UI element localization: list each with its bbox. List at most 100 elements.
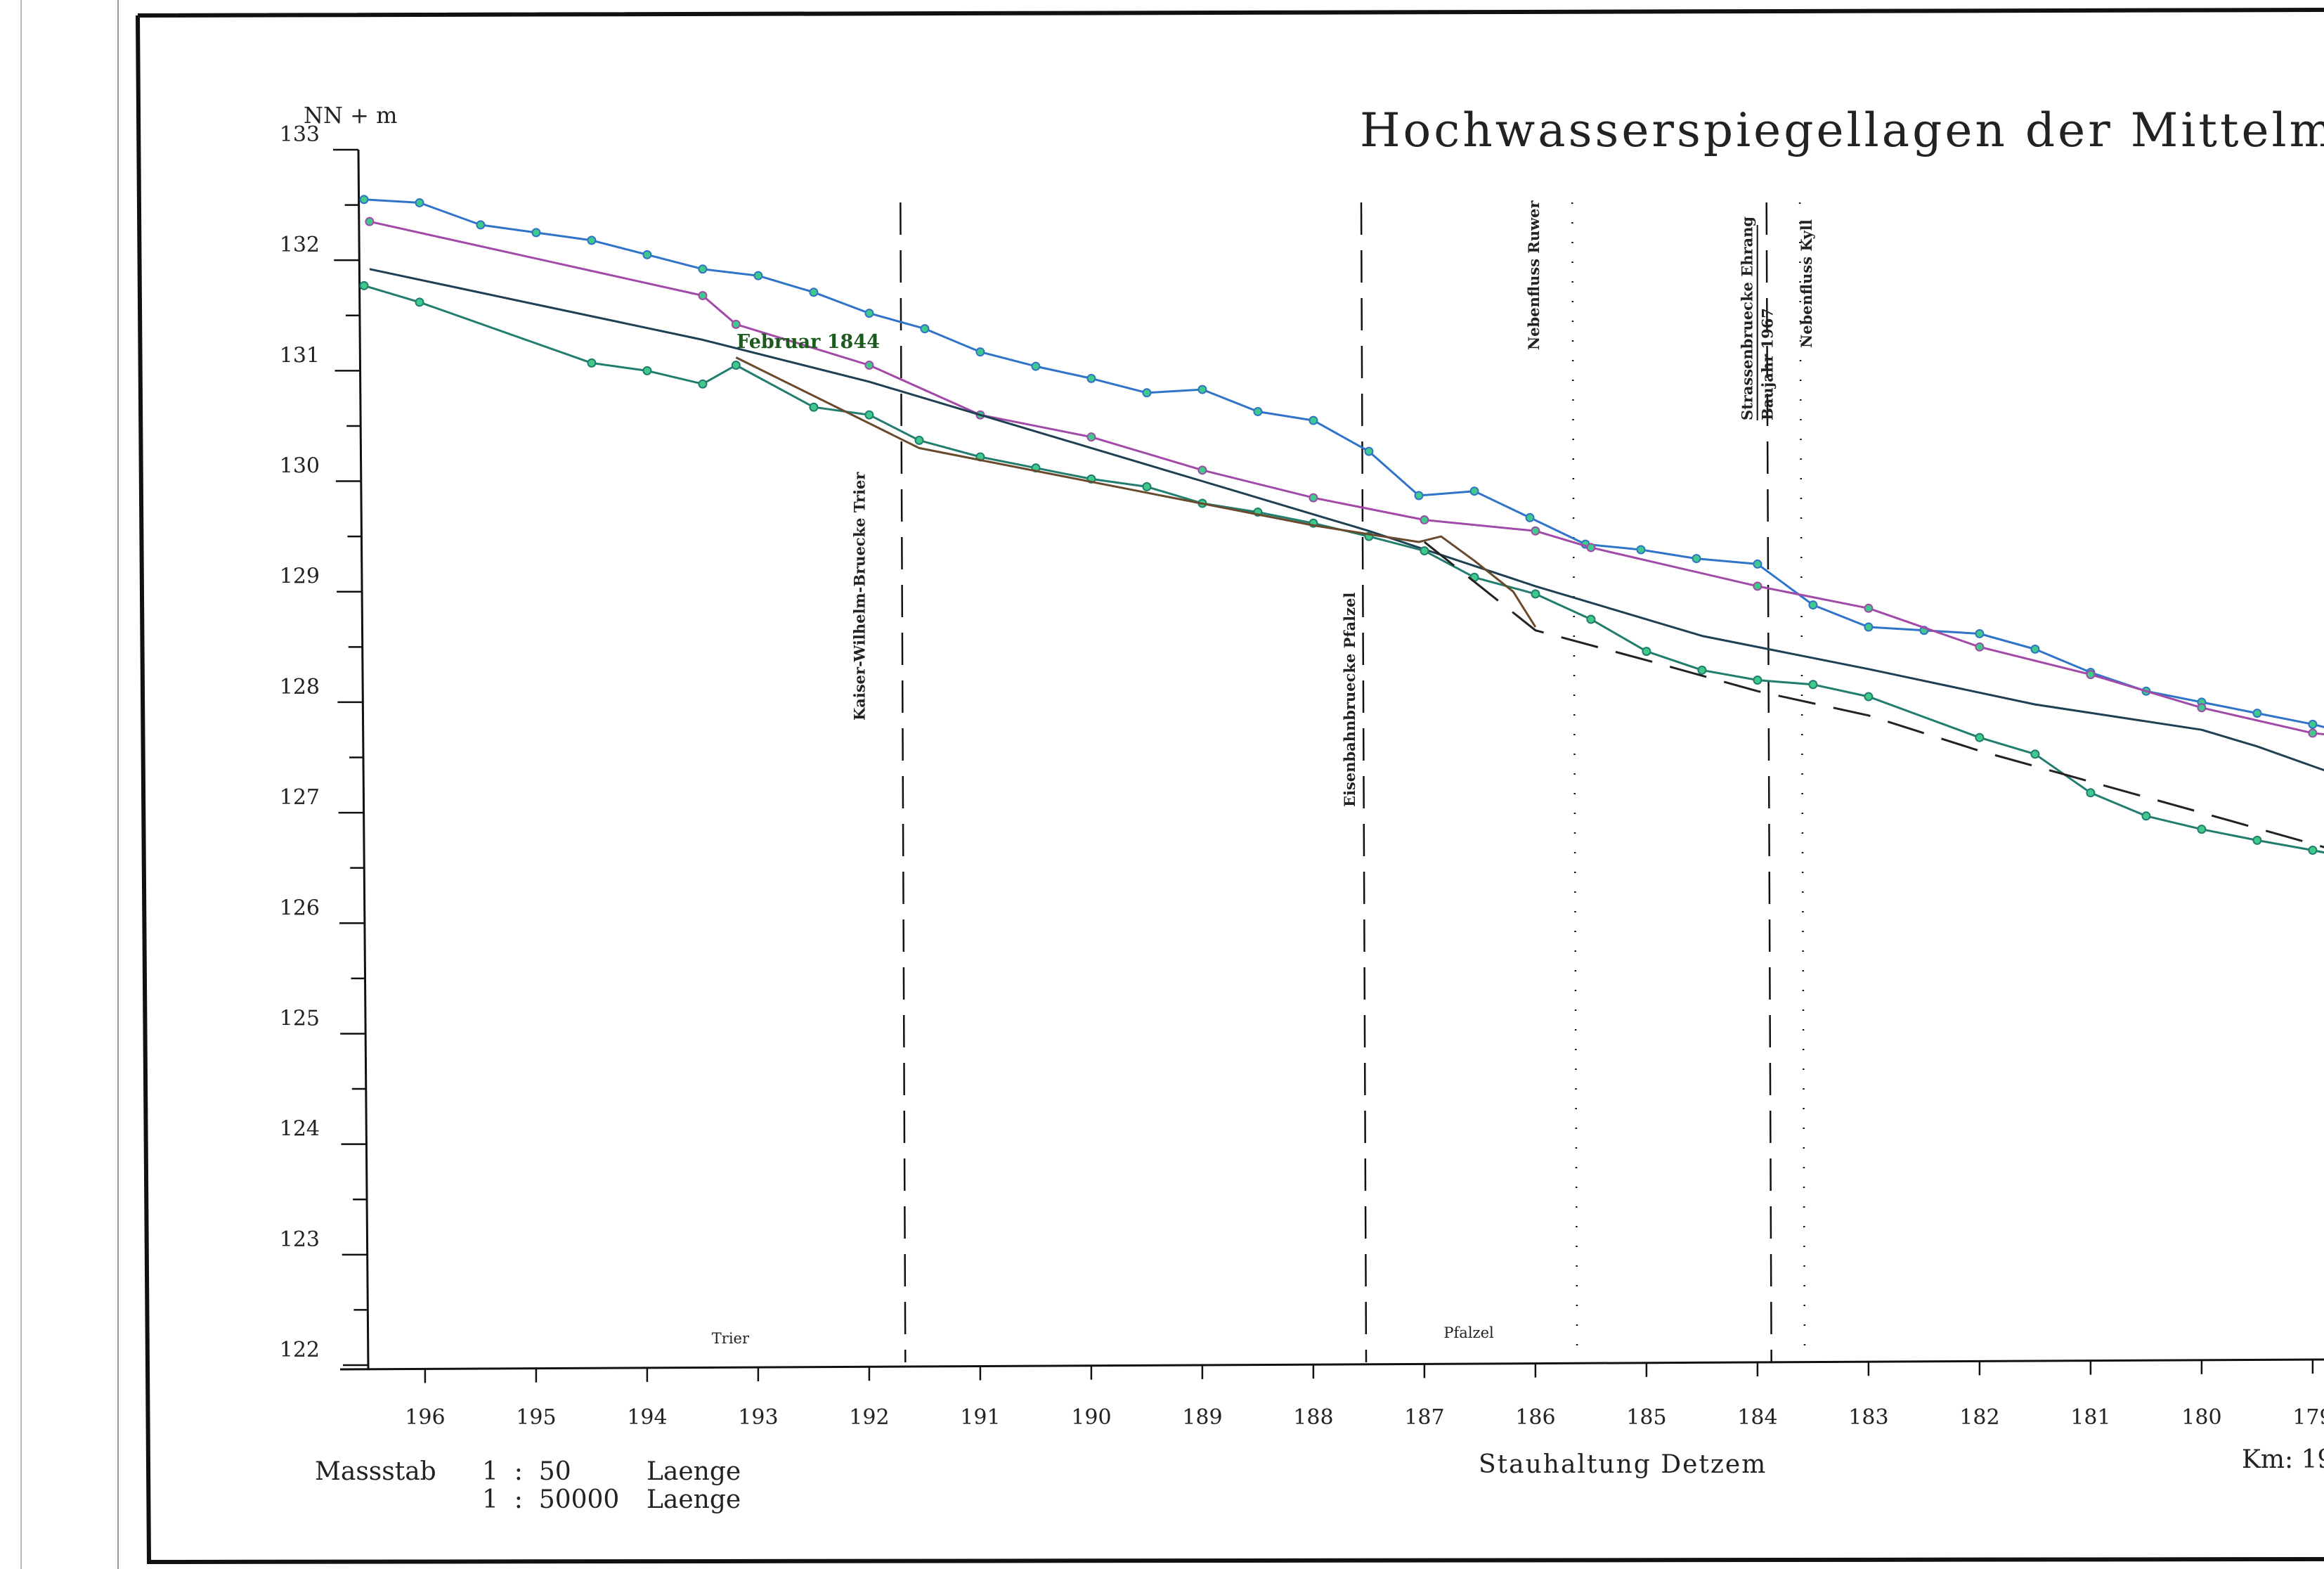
series-point-1 — [1309, 493, 1318, 503]
structure-line — [1798, 202, 1806, 1363]
series-point-0 — [1975, 628, 1985, 638]
series-point-1 — [2308, 728, 2318, 738]
series-point-3 — [698, 379, 708, 389]
series-point-3 — [1586, 614, 1596, 624]
x-tick-label: 195 — [516, 1405, 556, 1430]
plot-axes: 122 123 124 125 126 127 128 129 130 131 132 133 196 1… — [280, 122, 2324, 1430]
x-tick-label: 196 — [405, 1405, 445, 1430]
scale-dim-2: Laenge — [647, 1485, 741, 1514]
series-point-3 — [864, 410, 874, 420]
series-point-1 — [365, 217, 375, 226]
place-label: Pfalzel — [1443, 1324, 1494, 1341]
series-point-0 — [531, 228, 541, 238]
series-point-0 — [975, 347, 985, 357]
series-point-0 — [1086, 373, 1096, 383]
series-point-1 — [1586, 543, 1596, 553]
y-tick-label: 133 — [280, 122, 320, 147]
series-point-0 — [1864, 622, 1874, 632]
series-point-3 — [2141, 811, 2151, 821]
scale-ratio-1: 1 : 50 — [482, 1457, 571, 1486]
series-point-3 — [642, 366, 652, 375]
series-point-0 — [2030, 644, 2040, 654]
x-axis-line — [339, 1358, 2324, 1371]
y-tick-label: 129 — [280, 564, 320, 589]
series-point-3 — [1142, 482, 1152, 491]
scale-ratio-2: 1 : 50000 — [482, 1485, 619, 1514]
series-point-3 — [2252, 835, 2262, 845]
series-point-0 — [1197, 385, 1207, 394]
series-point-3 — [587, 358, 597, 368]
series-point-3 — [1975, 732, 1985, 742]
y-tick-label: 131 — [280, 343, 320, 368]
y-tick-label: 132 — [280, 233, 320, 257]
series-point-0 — [1636, 545, 1646, 555]
y-tick-label: 125 — [280, 1006, 320, 1031]
structure-label-strassenbruecke-ehrang: Strassenbruecke Ehrang — [1739, 217, 1756, 420]
place-label: Trier — [712, 1330, 750, 1347]
y-tick-label: 126 — [280, 896, 320, 920]
series-point-0 — [1753, 559, 1763, 569]
series-point-0 — [753, 271, 763, 280]
series-point-0 — [1525, 512, 1535, 522]
series-point-0 — [1808, 600, 1818, 610]
series-point-3 — [1808, 680, 1818, 690]
series-point-0 — [1253, 407, 1263, 417]
series-point-0 — [864, 309, 874, 318]
y-tick-label: 127 — [280, 785, 320, 810]
series-point-0 — [587, 235, 597, 245]
series-point-1 — [1864, 603, 1874, 613]
structure-line — [1360, 202, 1368, 1363]
x-tick-label: 190 — [1071, 1405, 1111, 1430]
scale-label: Massstab — [315, 1457, 436, 1486]
series-point-0 — [476, 220, 486, 230]
annotation-februar-1844: Februar 1844 — [736, 331, 880, 353]
series-point-0 — [415, 198, 424, 207]
structure-label-nebenfluss-ruwer: Nebenfluss Ruwer — [1525, 200, 1543, 350]
series-point-0 — [1142, 388, 1152, 398]
series-point-0 — [1364, 446, 1374, 456]
x-tick-label: 194 — [627, 1405, 667, 1430]
series-point-3 — [809, 402, 819, 412]
series-point-0 — [642, 250, 652, 259]
scale-dim-1: Laenge — [647, 1457, 741, 1486]
reach-label: Stauhaltung Detzem — [1479, 1450, 1767, 1479]
x-tick-label: 181 — [2070, 1405, 2110, 1430]
series-point-0 — [698, 264, 708, 274]
structure-label-eisenbahnbruecke-pfalzel: Eisenbahnbruecke Pfalzel — [1341, 593, 1358, 807]
y-tick-label: 124 — [280, 1117, 320, 1142]
y-axis-line — [357, 149, 370, 1370]
plot-labels: Kaiser-Wilhelm-Bruecke Trier Eisenbahnbru… — [712, 200, 1815, 1346]
structure-label-kaiser-wilhelm-bruecke: Kaiser-Wilhelm-Bruecke Trier — [850, 472, 868, 721]
series-point-0 — [2308, 719, 2318, 729]
series-point-1 — [731, 319, 741, 329]
structure-line — [1765, 202, 1772, 1363]
x-tick-label: 179 — [2292, 1405, 2324, 1430]
series-point-3 — [2197, 825, 2207, 834]
series-point-1 — [1197, 465, 1207, 475]
series-point-3 — [914, 435, 924, 445]
y-tick-label: 123 — [280, 1227, 320, 1252]
structure-line — [1571, 202, 1578, 1363]
series-line-2 — [369, 268, 2324, 772]
y-tick-label: 130 — [280, 454, 320, 479]
series-point-1 — [1420, 515, 1429, 525]
series-point-1 — [698, 290, 708, 300]
drawing-frame — [136, 8, 2324, 1565]
series-point-3 — [415, 297, 424, 307]
series-point-3 — [2086, 788, 2096, 798]
series-point-0 — [1469, 486, 1479, 496]
series-point-0 — [1309, 415, 1318, 425]
y-axis-unit-label: NN + m — [304, 102, 398, 129]
plot-structures — [900, 202, 1806, 1363]
x-tick-label: 180 — [2181, 1405, 2221, 1430]
y-tick-label: 122 — [280, 1338, 320, 1362]
series-point-1 — [2086, 670, 2096, 680]
series-point-3 — [1531, 589, 1540, 599]
x-tick-label: 186 — [1515, 1405, 1555, 1430]
series-point-3 — [359, 280, 369, 290]
structure-label-baujahr: Baujahr 1967 — [1759, 308, 1777, 420]
series-point-3 — [1753, 675, 1763, 685]
x-tick-label: 192 — [849, 1405, 889, 1430]
x-tick-label: 184 — [1737, 1405, 1777, 1430]
